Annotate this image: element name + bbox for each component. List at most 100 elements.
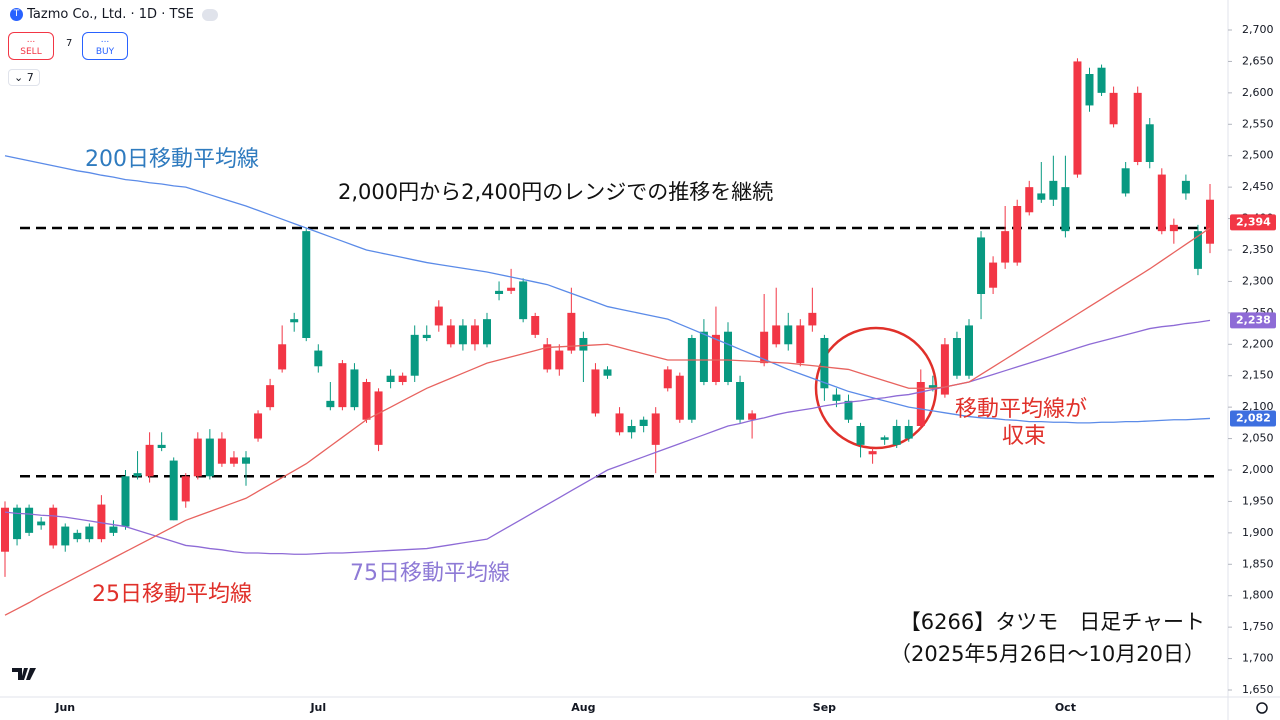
candle-body (796, 325, 805, 364)
indicator-count: 7 (26, 71, 34, 84)
buy-price: ... (100, 35, 110, 45)
candle-body (422, 334, 431, 338)
candle-body (350, 369, 359, 408)
candle-body (603, 369, 612, 376)
candle-body (326, 400, 335, 408)
candle-body (687, 338, 696, 420)
y-tick-label: 2,350 (1242, 243, 1274, 256)
candle-body (205, 438, 214, 477)
y-tick-label: 1,700 (1242, 652, 1274, 665)
candle-body (748, 413, 757, 420)
candle-body (507, 287, 516, 291)
candle-body (1193, 231, 1202, 269)
annotation: 75日移動平均線 (350, 561, 510, 586)
candle-body (1157, 174, 1166, 232)
y-tick-label: 2,550 (1242, 117, 1274, 130)
y-tick-label: 2,600 (1242, 86, 1274, 99)
candle-body (362, 382, 371, 420)
candle-body (952, 338, 961, 376)
settings-icon[interactable] (1256, 702, 1268, 714)
candle-body (495, 290, 504, 294)
y-tick-label: 2,300 (1242, 274, 1274, 287)
candle-body (699, 331, 708, 382)
moving-average-line (4, 155, 1211, 424)
candle-body (61, 526, 70, 546)
candle-body (217, 438, 226, 464)
y-tick-label: 1,750 (1242, 620, 1274, 633)
candle-body (314, 350, 323, 367)
candle-body (965, 325, 973, 376)
symbol-title: Tazmo Co., Ltd. · 1D · TSE (27, 7, 194, 22)
candle-body (121, 476, 130, 527)
candle-body (1001, 231, 1010, 263)
candle-body (458, 325, 467, 345)
candle-body (772, 325, 781, 345)
price-label: 2,238 (1236, 313, 1271, 326)
candle-body (1037, 193, 1046, 200)
candle-body (109, 526, 118, 533)
annotation: 移動平均線が (955, 397, 1087, 422)
candle-body (254, 413, 263, 439)
candle-body (880, 437, 889, 440)
candle-body (290, 319, 299, 323)
y-tick-label: 1,950 (1242, 494, 1274, 507)
moving-average-line (4, 227, 1211, 616)
y-tick-label: 2,450 (1242, 180, 1274, 193)
annotation: 【6266】タツモ 日足チャート (900, 610, 1205, 634)
sell-button[interactable]: ... SELL (8, 32, 54, 60)
candle-body (615, 413, 624, 433)
moving-average-line (4, 319, 1211, 555)
candle-body (386, 375, 395, 382)
annotation: 2,000円から2,400円のレンジでの推移を継続 (338, 180, 773, 204)
candle-body (85, 526, 94, 540)
price-label-box (1230, 312, 1276, 329)
candle-body (1025, 187, 1034, 213)
candle-body (916, 382, 925, 426)
candle-body (1073, 61, 1082, 175)
x-tick-label: Aug (571, 701, 595, 714)
candle-body (1013, 206, 1022, 263)
candle-body (784, 325, 793, 345)
candle-body (1206, 199, 1214, 244)
candle-body (940, 344, 949, 395)
candle-body (711, 334, 720, 382)
y-tick-label: 1,800 (1242, 589, 1274, 602)
x-tick-label: Oct (1055, 701, 1076, 714)
y-tick-label: 2,050 (1242, 432, 1274, 445)
candle-body (1061, 187, 1070, 232)
symbol-icon: T (10, 8, 23, 21)
indicator-toggle[interactable]: ⌄ 7 (8, 69, 40, 86)
candle-body (639, 419, 648, 426)
candle-body (1181, 180, 1190, 194)
x-tick-label: Jun (54, 701, 75, 714)
collapse-toggle[interactable] (202, 8, 219, 21)
candle-body (37, 521, 46, 526)
candle-body (278, 344, 287, 370)
candle-body (531, 316, 540, 335)
candle-body (856, 426, 865, 445)
candle-body (266, 385, 275, 408)
price-label-box (1230, 214, 1276, 231)
candle-body (892, 426, 901, 445)
buy-label: BUY (95, 47, 115, 57)
candle-body (410, 334, 419, 376)
candle-body (434, 306, 443, 326)
price-label: 2,082 (1236, 411, 1271, 424)
y-tick-label: 2,100 (1242, 400, 1274, 413)
symbol-header: T Tazmo Co., Ltd. · 1D · TSE (10, 7, 219, 22)
y-tick-label: 2,700 (1242, 23, 1274, 36)
candle-body (242, 457, 250, 464)
candle-body (519, 281, 528, 320)
candle-body (157, 444, 166, 448)
tv-logo (12, 668, 36, 680)
price-label-box (1230, 410, 1276, 427)
y-tick-label: 2,200 (1242, 337, 1274, 350)
candle-body (868, 451, 877, 455)
buy-button[interactable]: ... BUY (82, 32, 128, 60)
candle-body (808, 312, 817, 326)
candle-body (567, 312, 576, 351)
candle-body (1169, 224, 1178, 232)
candle-body (1121, 168, 1130, 194)
candle-body (820, 338, 829, 389)
